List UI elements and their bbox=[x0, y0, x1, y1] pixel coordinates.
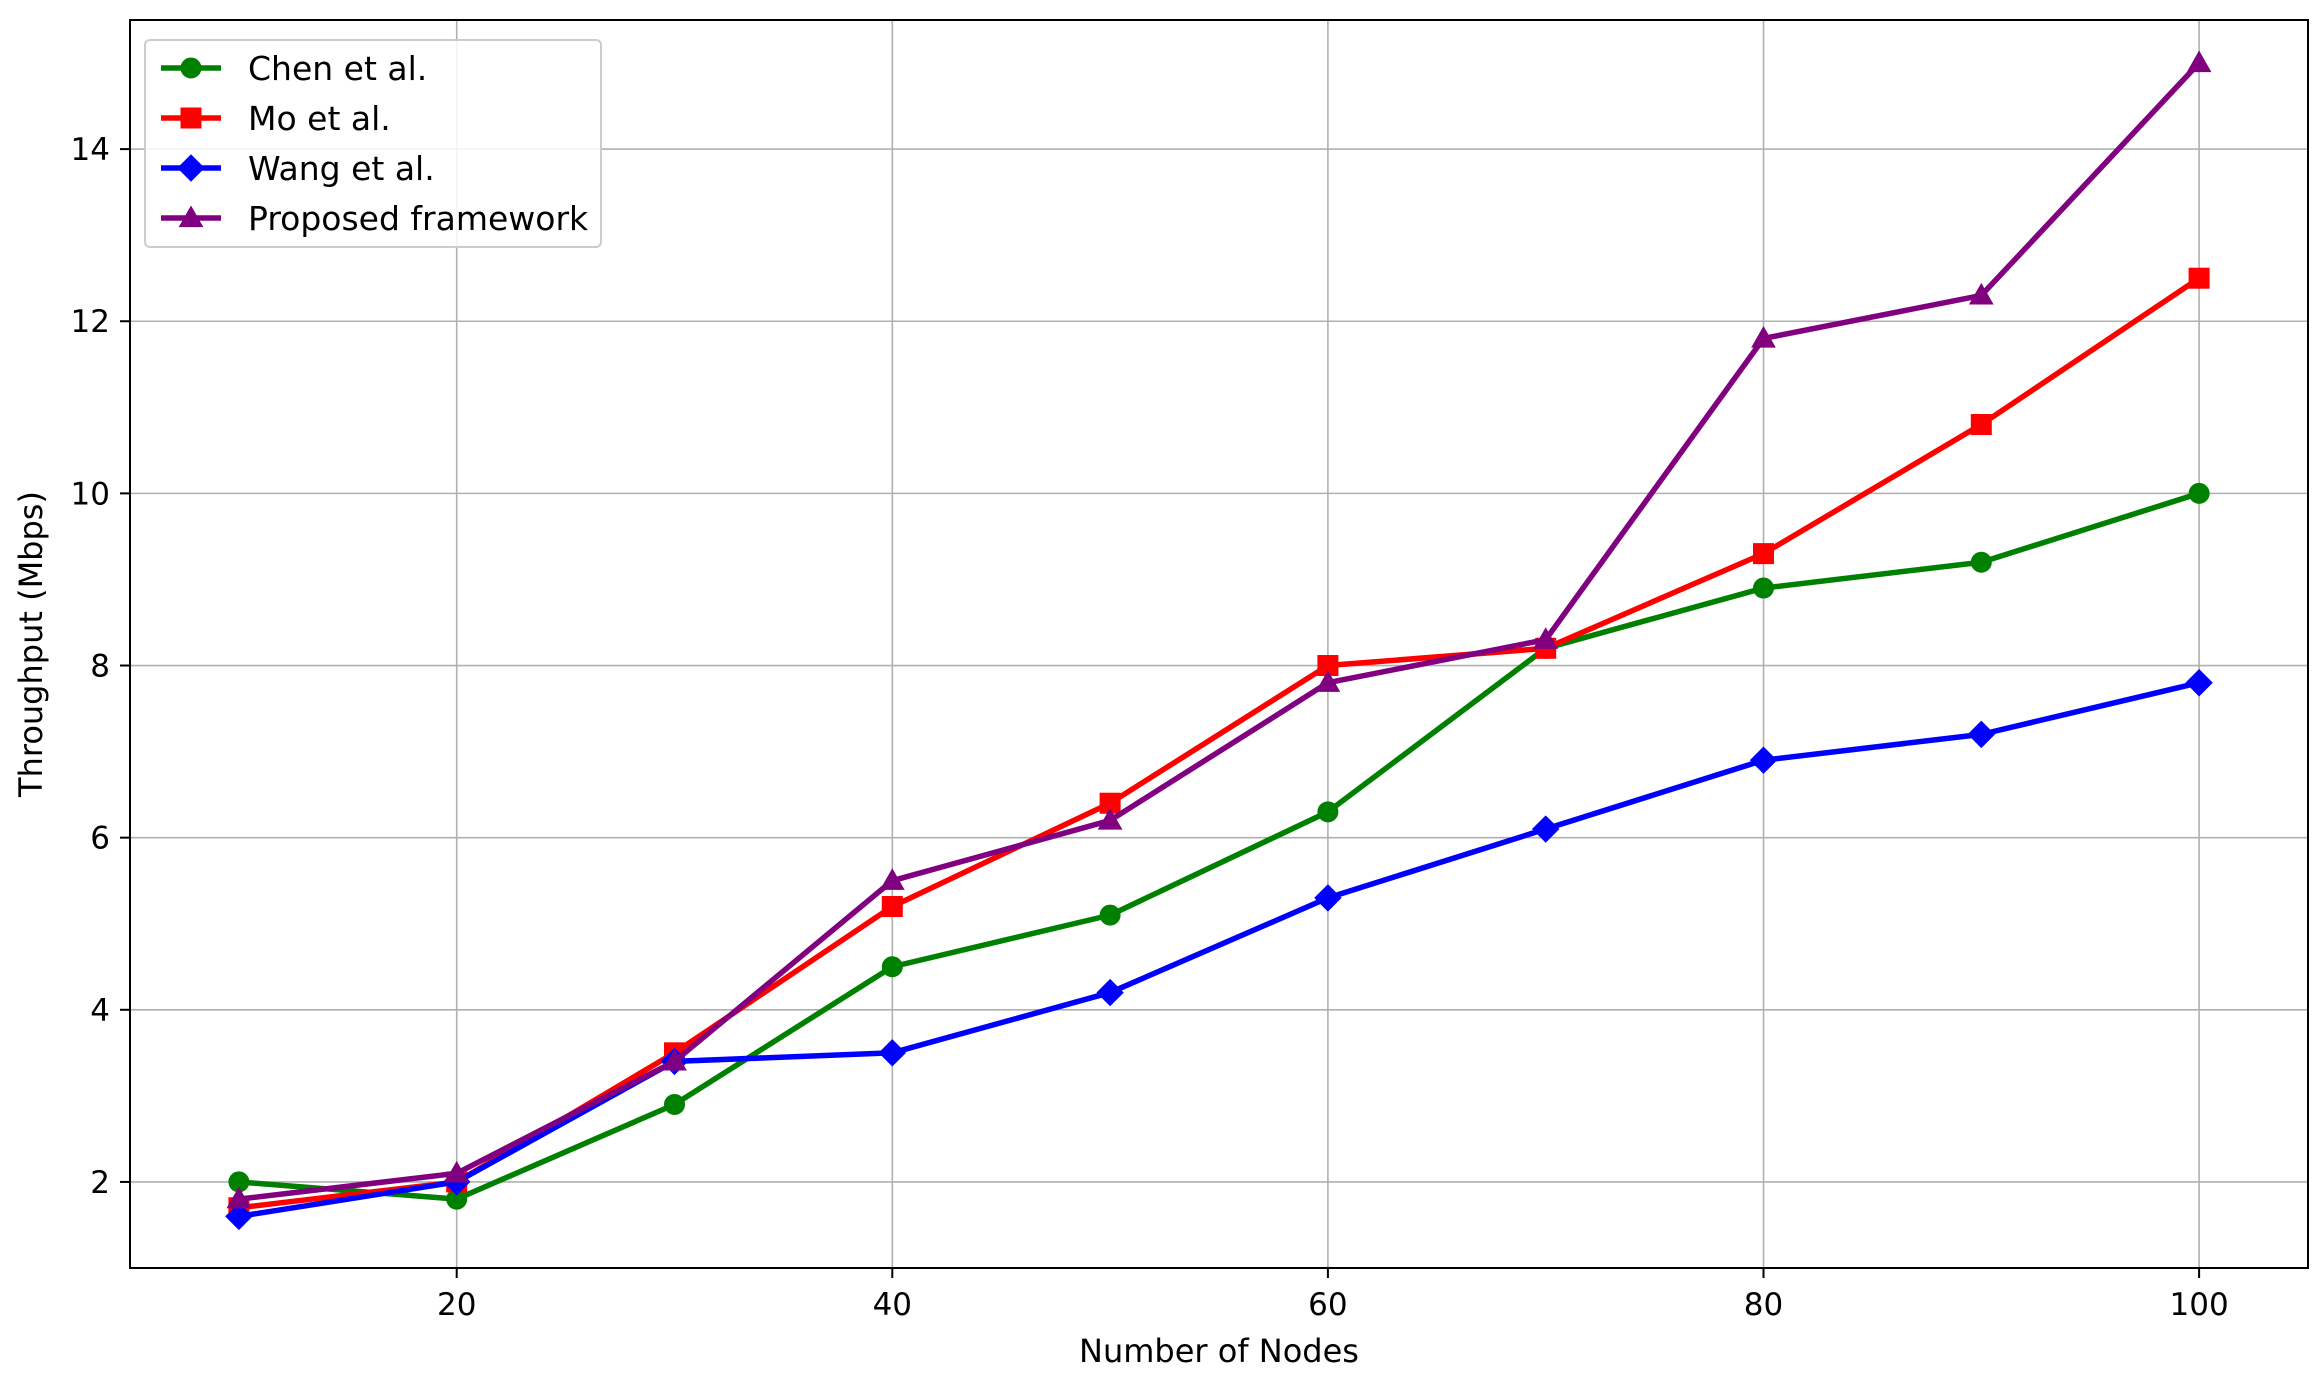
legend-marker bbox=[180, 57, 202, 79]
legend-label: Mo et al. bbox=[248, 99, 391, 138]
data-point bbox=[1533, 627, 1559, 649]
x-tick-label: 20 bbox=[437, 1287, 476, 1323]
y-tick-label: 8 bbox=[90, 649, 110, 685]
x-tick-label: 60 bbox=[1308, 1287, 1347, 1323]
legend-box bbox=[144, 39, 602, 248]
data-point bbox=[1751, 325, 1776, 348]
data-point bbox=[664, 1093, 685, 1115]
data-point bbox=[1970, 551, 1992, 573]
legend-item: Mo et al. bbox=[161, 99, 391, 138]
data-point bbox=[1967, 720, 1996, 749]
data-point bbox=[1317, 801, 1339, 823]
data-point bbox=[881, 956, 903, 978]
legend-item: Wang et al. bbox=[161, 149, 435, 188]
data-point bbox=[1531, 815, 1560, 843]
data-point bbox=[225, 1202, 253, 1231]
data-point bbox=[662, 1048, 687, 1071]
legend: Chen et al. Mo et al. Wang et al. Proposed … bbox=[144, 39, 602, 248]
data-point bbox=[1970, 414, 1992, 436]
series-line bbox=[236, 490, 2202, 1202]
legend-marker bbox=[177, 154, 205, 182]
data-point bbox=[1096, 978, 1124, 1007]
data-point bbox=[1315, 670, 1341, 692]
data-point bbox=[1099, 904, 1121, 926]
series-wang-et-al bbox=[225, 669, 2213, 1231]
data-point bbox=[1753, 543, 1774, 565]
y-tick-label: 4 bbox=[90, 993, 110, 1029]
y-axis-label: Throughput (Mbps) bbox=[12, 491, 50, 798]
data-point bbox=[444, 1160, 470, 1183]
data-point bbox=[2188, 267, 2210, 289]
data-point bbox=[1753, 577, 1774, 599]
data-point bbox=[2185, 669, 2213, 697]
series-line bbox=[236, 60, 2202, 1202]
data-point bbox=[2188, 482, 2210, 504]
data-point bbox=[2186, 50, 2212, 73]
legend-label: Proposed framework bbox=[248, 199, 589, 238]
legend-marker bbox=[180, 107, 202, 129]
data-point bbox=[878, 1039, 907, 1067]
legend-item: Proposed framework bbox=[161, 199, 589, 238]
series-proposed-framework bbox=[226, 50, 2212, 1209]
axis-ticks: 20 40 60 80 100 2 4 6 8 10 12 14 bbox=[71, 132, 2229, 1323]
legend-item: Chen et al. bbox=[161, 49, 427, 88]
data-point bbox=[879, 868, 905, 890]
y-tick-label: 10 bbox=[71, 476, 110, 512]
legend-label: Chen et al. bbox=[248, 49, 427, 88]
y-tick-label: 14 bbox=[71, 132, 110, 168]
y-tick-label: 12 bbox=[71, 304, 110, 340]
data-point bbox=[226, 1186, 252, 1209]
data-point bbox=[1968, 282, 1994, 305]
legend-label: Wang et al. bbox=[248, 149, 435, 188]
series-line bbox=[236, 679, 2202, 1220]
data-point bbox=[881, 896, 903, 918]
series-group bbox=[225, 50, 2213, 1231]
data-point bbox=[1314, 884, 1342, 912]
y-tick-label: 2 bbox=[90, 1165, 110, 1201]
plot-frame bbox=[129, 19, 2309, 1269]
x-tick-label: 80 bbox=[1744, 1287, 1783, 1323]
y-tick-label: 6 bbox=[90, 821, 110, 857]
x-axis-label: Number of Nodes bbox=[1079, 1332, 1359, 1370]
data-point bbox=[1097, 807, 1123, 830]
series-chen-et-al bbox=[228, 482, 2210, 1210]
data-point bbox=[1749, 746, 1778, 774]
legend-marker bbox=[178, 205, 204, 228]
x-tick-label: 40 bbox=[873, 1287, 912, 1323]
x-tick-label: 100 bbox=[2170, 1287, 2229, 1323]
